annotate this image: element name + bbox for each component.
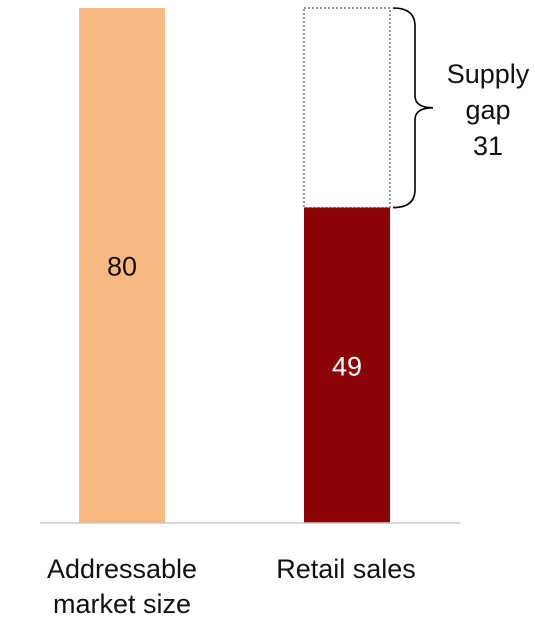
data-label-retail-sales: 49	[332, 351, 362, 381]
bars-layer	[79, 8, 390, 523]
category-label-addressable-market-size: Addressable market size	[46, 554, 198, 619]
supply-gap-outline	[303, 7, 391, 209]
supply-gap-layer	[303, 7, 434, 209]
bar-retail-sales	[304, 207, 390, 523]
data-labels-layer: 80 49	[107, 252, 362, 382]
supply-gap-label: Supply gap 31	[446, 59, 530, 161]
supply-gap-brace	[392, 7, 434, 209]
data-label-addressable-market-size: 80	[107, 252, 137, 282]
bar-addressable-market-size	[79, 8, 165, 523]
category-label-retail-sales: Retail sales	[276, 554, 416, 584]
